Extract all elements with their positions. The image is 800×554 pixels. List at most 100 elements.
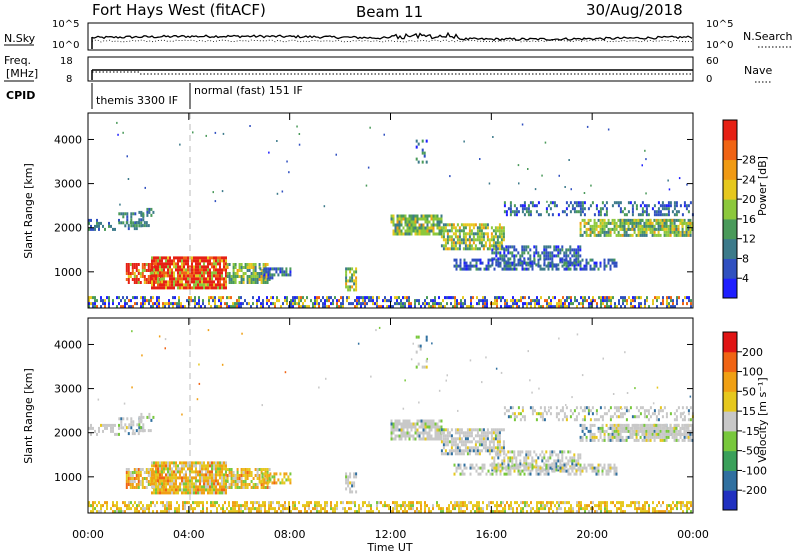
- range-gate-cell: [125, 468, 128, 471]
- range-gate-cell: [404, 296, 406, 300]
- range-gate-cell: [221, 464, 223, 468]
- range-gate-cell: [641, 213, 644, 217]
- range-gate-cell: [450, 446, 453, 450]
- range-gate-cell: [394, 302, 396, 306]
- range-gate-cell: [655, 221, 658, 225]
- range-gate-cell: [486, 247, 489, 251]
- range-gate-cell: [232, 269, 235, 272]
- range-gate-cell: [507, 472, 510, 476]
- range-gate-cell: [454, 504, 456, 508]
- range-gate-cell: [408, 431, 411, 435]
- range-gate-cell: [446, 296, 448, 300]
- range-gate-cell: [244, 477, 247, 480]
- range-gate-cell: [139, 483, 142, 486]
- range-gate-cell: [665, 204, 668, 208]
- range-gate-cell: [497, 450, 500, 454]
- range-gate-cell: [503, 258, 506, 262]
- range-gate-cell: [497, 261, 500, 265]
- range-gate-cell: [370, 296, 372, 300]
- range-gate-cell: [460, 238, 463, 242]
- range-gate-cell: [440, 425, 443, 429]
- range-gate-cell: [472, 296, 474, 300]
- range-gate-cell: [236, 299, 238, 303]
- range-gate-cell: [664, 510, 666, 514]
- range-gate-cell: [90, 510, 92, 514]
- range-gate-cell: [686, 507, 688, 511]
- range-gate-cell: [617, 204, 620, 208]
- range-gate-cell: [410, 226, 413, 230]
- range-gate-cell: [684, 296, 686, 300]
- range-gate-cell: [547, 254, 550, 258]
- range-gate-cell: [491, 466, 494, 470]
- range-gate-cell: [146, 507, 148, 511]
- range-gate-cell: [179, 265, 181, 269]
- range-gate-cell: [456, 299, 458, 303]
- range-gate-cell: [575, 257, 578, 261]
- range-gate-cell: [582, 299, 584, 303]
- range-gate-cell: [577, 251, 580, 255]
- range-gate-cell: [185, 277, 187, 281]
- range-gate-cell: [496, 305, 498, 309]
- range-gate-cell: [271, 475, 274, 479]
- range-gate-cell: [400, 428, 403, 432]
- range-gate-cell: [547, 251, 550, 255]
- range-gate-cell: [545, 248, 548, 252]
- range-gate-cell: [673, 201, 676, 205]
- range-gate-cell: [567, 462, 570, 466]
- range-gate-cell: [232, 474, 235, 477]
- range-gate-cell: [469, 472, 472, 476]
- range-gate-cell: [575, 472, 578, 476]
- range-gate-cell: [219, 476, 221, 480]
- range-gate-cell: [151, 280, 153, 284]
- range-gate-cell: [579, 465, 582, 469]
- range-gate-cell: [614, 302, 616, 306]
- range-gate-cell: [488, 452, 491, 456]
- range-gate-cell: [236, 510, 238, 514]
- range-gate-cell: [167, 491, 169, 495]
- range-gate-cell: [211, 473, 213, 477]
- range-gate-cell: [266, 281, 269, 284]
- range-gate-cell: [500, 446, 503, 450]
- range-gate-cell: [132, 305, 134, 309]
- range-gate-cell: [232, 278, 235, 281]
- range-gate-cell: [175, 280, 177, 284]
- range-gate-cell: [663, 218, 666, 222]
- range-gate-cell: [424, 510, 426, 514]
- range-gate-cell: [406, 504, 408, 508]
- range-gate-cell: [679, 221, 682, 225]
- range-gate-cell: [132, 504, 134, 508]
- range-gate-cell: [472, 241, 475, 245]
- range-gate-cell: [215, 464, 217, 468]
- range-gate-cell: [673, 221, 676, 225]
- range-gate-cell: [246, 278, 249, 281]
- range-gate-cell: [205, 265, 207, 269]
- range-gate-cell: [600, 501, 602, 505]
- range-gate-cell: [156, 299, 158, 303]
- range-gate-cell: [460, 299, 462, 303]
- range-gate-cell: [496, 299, 498, 303]
- range-gate-cell: [517, 263, 520, 267]
- range-gate-cell: [400, 229, 403, 233]
- range-gate-cell: [490, 449, 493, 453]
- range-gate-cell: [606, 501, 608, 505]
- range-gate-cell: [274, 510, 276, 514]
- range-gate-cell: [599, 218, 602, 222]
- range-gate-cell: [195, 461, 197, 465]
- range-gate-cell: [244, 480, 247, 483]
- range-gate-cell: [690, 510, 692, 514]
- range-gate-cell: [130, 420, 133, 424]
- range-gate-cell: [547, 267, 550, 271]
- range-gate-cell: [174, 302, 176, 306]
- range-gate-cell: [529, 264, 532, 268]
- range-gate-cell: [306, 510, 308, 514]
- range-gate-cell: [581, 233, 584, 237]
- sparse-echo: [678, 177, 681, 180]
- range-gate-cell: [312, 305, 314, 309]
- range-gate-cell: [484, 223, 487, 227]
- range-gate-cell: [565, 251, 568, 255]
- range-gate-cell: [132, 420, 135, 424]
- range-gate-cell: [460, 305, 462, 309]
- range-gate-cell: [294, 504, 296, 508]
- range-gate-cell: [207, 482, 209, 486]
- range-gate-cell: [657, 221, 660, 225]
